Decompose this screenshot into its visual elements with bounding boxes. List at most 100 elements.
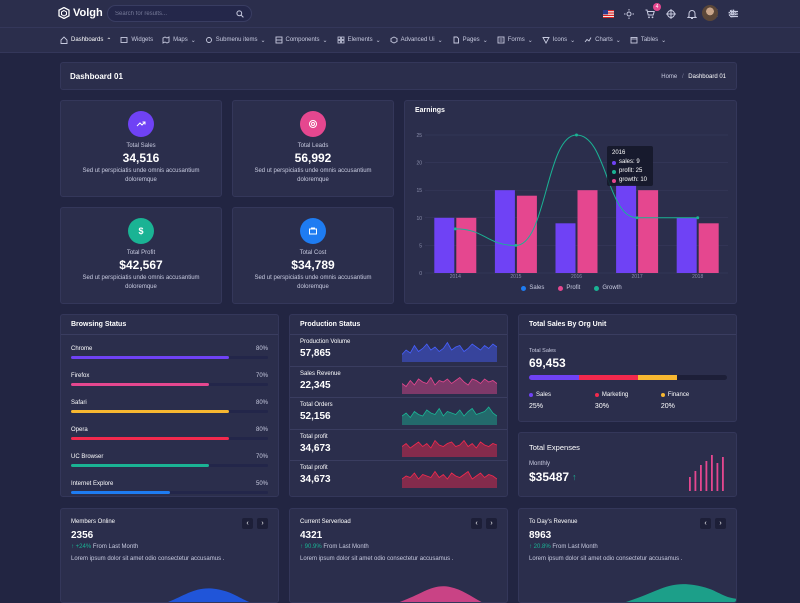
menu-elements[interactable]: Elements ⌄ [337,28,381,53]
top-bar: Volgh 4 [0,0,800,28]
production-row: Production Volume 57,865 [290,335,507,367]
target-icon [300,111,326,137]
earnings-header: Earnings [405,101,736,121]
menu-dashboards[interactable]: Dashboards ⌃ [60,28,111,53]
gear-icon[interactable] [727,8,738,21]
bar-sales[interactable] [494,190,515,273]
expenses-sublabel: Monthly [529,461,551,467]
expense-bar [716,463,719,491]
shield-icon [541,37,550,44]
stat-description: Sed ut perspiciatis unde omnis accusanti… [82,275,200,290]
search-input[interactable] [115,10,225,17]
brand-logo[interactable]: Volgh [58,7,103,19]
stat-card-total-profit: $ Total Profit $42,567 Sed ut perspiciat… [60,207,222,304]
menu-label: Pages [462,37,480,43]
total-expenses-card: Total Expenses Monthly $35487 ↑ [518,432,737,497]
earnings-chart[interactable]: 0 5 10 15 20 25 2014 2015 2016 2017 2018 [405,121,738,305]
cube-icon [390,36,398,44]
legend-item-growth[interactable]: Growth [594,285,622,291]
menu-forms[interactable]: Forms ⌄ [497,28,533,53]
legend-label: Sales [529,285,545,291]
grid-icon [337,36,344,44]
bar-sales[interactable] [434,217,455,273]
browser-row: Chrome 80% [71,346,268,373]
menu-charts[interactable]: Charts ⌄ [584,28,621,53]
growth-point[interactable] [696,216,700,220]
growth-point[interactable] [635,216,639,220]
chart-legend: Sales Profit Growth [405,285,738,291]
browser-label: UC Browser [71,454,104,460]
chevron-down-icon: ⌄ [661,37,667,44]
prev-button[interactable]: ‹ [700,518,711,529]
cart-icon[interactable]: 4 [644,3,661,20]
arrow-up-icon: ↑ [300,544,303,550]
menu-submenu[interactable]: Submenu items ⌄ [205,28,266,53]
chevron-down-icon: ⌄ [527,37,533,44]
sun-icon[interactable] [623,8,635,20]
us-flag-icon[interactable] [602,8,614,20]
mini-value: 2356 [71,530,94,541]
menu-maps[interactable]: Maps ⌄ [162,28,196,53]
fullscreen-icon[interactable] [665,8,677,20]
brand-name: Volgh [73,7,103,19]
stat-card-total-cost: Total Cost $34,789 Sed ut perspiciatis u… [232,207,394,304]
bar-sales[interactable] [616,184,637,273]
bar-sales[interactable] [676,217,697,273]
search-box[interactable] [107,5,252,22]
stat-card-total-leads: Total Leads 56,992 Sed ut perspiciatis u… [232,100,394,197]
production-sparkline [402,341,497,362]
menu-advanced-ui[interactable]: Advanced Ui ⌄ [390,28,443,53]
progress-fill [71,437,229,440]
mini-wave-chart [167,588,250,602]
org-segment [578,375,638,380]
next-button[interactable]: › [486,518,497,529]
expense-bar [689,477,691,491]
org-legend-label: Finance [667,392,690,398]
next-button[interactable]: › [715,518,726,529]
production-value: 52,156 [300,411,331,422]
menu-components[interactable]: Components ⌄ [275,28,328,53]
tooltip-growth: growth: 10 [619,177,648,183]
browser-row: Firefox 70% [71,373,268,400]
menu-icons[interactable]: Icons ⌄ [541,28,575,53]
browser-row: UC Browser 70% [71,454,268,481]
progress-track [71,437,268,440]
legend-item-profit[interactable]: Profit [558,285,580,291]
legend-item-sales[interactable]: Sales [521,285,544,291]
bar-profit[interactable] [638,190,659,273]
expense-bar [700,465,702,491]
next-button[interactable]: › [257,518,268,529]
progress-fill [71,464,209,467]
production-row: Total Orders 52,156 [290,398,507,430]
bar-profit[interactable] [698,223,719,273]
menu-tables[interactable]: Tables ⌄ [630,28,666,53]
mini-wave-chart [399,586,482,602]
search-icon[interactable] [236,9,244,18]
expenses-value: $35487 [529,470,570,484]
x-tick-label: 2016 [571,274,582,280]
prev-button[interactable]: ‹ [471,518,482,529]
menu-widgets[interactable]: Widgets [120,28,153,53]
mini-wave-chart [625,584,736,602]
production-label: Production Volume [300,339,351,345]
tooltip-sales-dot [612,160,616,165]
bar-profit[interactable] [577,190,598,273]
browser-label: Chrome [71,346,93,352]
org-segment [637,375,678,380]
menu-pages[interactable]: Pages ⌄ [452,28,488,53]
prev-button[interactable]: ‹ [242,518,253,529]
tooltip-growth-dot [612,178,616,183]
breadcrumb-home[interactable]: Home [661,74,678,80]
production-label: Total profit [300,433,328,440]
org-legend-pct: 25% [529,403,544,410]
tooltip-profit-dot [612,169,616,174]
growth-point[interactable] [514,243,518,247]
avatar[interactable] [702,5,718,21]
bar-sales[interactable] [555,223,576,273]
bar-profit[interactable] [516,195,537,273]
bell-icon[interactable] [686,8,698,20]
mini-description: Lorem ipsum dolor sit amet odio consecte… [529,556,683,562]
growth-point[interactable] [453,227,457,231]
growth-point[interactable] [575,133,578,137]
bar-profit[interactable] [456,217,477,273]
